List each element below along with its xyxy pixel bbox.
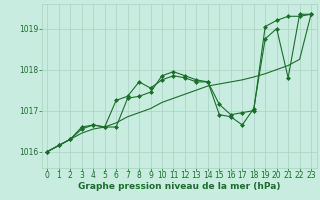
X-axis label: Graphe pression niveau de la mer (hPa): Graphe pression niveau de la mer (hPa) — [78, 182, 280, 191]
